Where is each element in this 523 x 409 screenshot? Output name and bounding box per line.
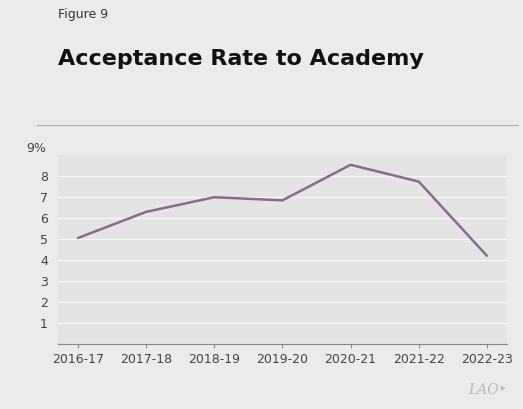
Text: 9%: 9% [27, 142, 47, 155]
Text: Acceptance Rate to Academy: Acceptance Rate to Academy [58, 49, 424, 69]
Text: Figure 9: Figure 9 [58, 8, 108, 21]
Text: LAO‣: LAO‣ [469, 383, 507, 397]
